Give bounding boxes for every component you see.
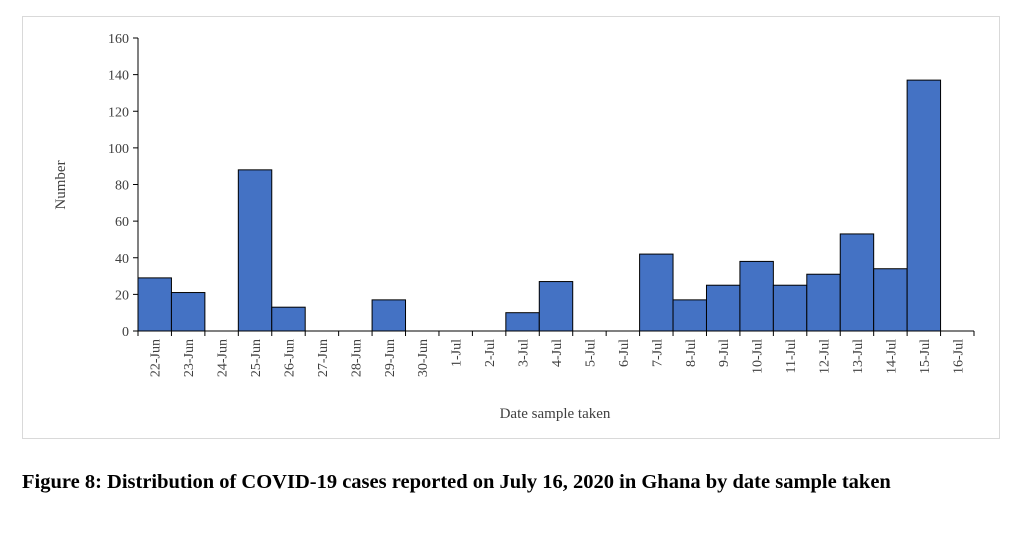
y-tick-label-40: 40 [115, 252, 129, 267]
bar-chart: 0 20 40 60 80 100 120 140 160 22-Jun 23-Jun 24-Jun 2… [53, 32, 975, 422]
y-tick-label-160: 160 [108, 32, 129, 47]
x-tick-label-6-Jul: 6-Jul [617, 339, 632, 367]
x-tick-label-4-Jul: 4-Jul [550, 339, 565, 367]
x-tick-label-29-Jun: 29-Jun [383, 339, 398, 377]
axes-group: 0 20 40 60 80 100 120 140 160 22-Jun 23-Jun 24-Jun 2… [108, 32, 975, 377]
bar-26-Jun [271, 306, 306, 332]
x-tick-label-11-Jul: 11-Jul [784, 339, 799, 374]
bars-group [137, 79, 942, 332]
bar-23-Jun [170, 292, 206, 332]
bar-7-Jul [639, 253, 674, 332]
x-tick-label-25-Jun: 25-Jun [249, 339, 264, 377]
bar-4-Jul [538, 281, 574, 332]
y-tick-label-0: 0 [122, 325, 129, 340]
x-tick-label-22-Jun: 22-Jun [149, 339, 164, 377]
bar-9-Jul [705, 284, 741, 332]
x-tick-label-27-Jun: 27-Jun [316, 339, 331, 377]
y-tick-label-80: 80 [115, 179, 129, 194]
x-tick-label-14-Jul: 14-Jul [884, 339, 899, 374]
x-tick-label-2-Jul: 2-Jul [483, 339, 498, 367]
x-tick-label-30-Jun: 30-Jun [416, 339, 431, 377]
y-tick-label-140: 140 [108, 69, 129, 84]
x-tick-label-12-Jul: 12-Jul [818, 339, 833, 374]
x-tick-label-28-Jun: 28-Jun [349, 339, 364, 377]
x-tick-label-5-Jul: 5-Jul [583, 339, 598, 367]
figure-caption: Figure 8: Distribution of COVID-19 cases… [22, 471, 891, 493]
y-axis-title: Number [53, 160, 69, 209]
x-tick-label-1-Jul: 1-Jul [450, 339, 465, 367]
bar-11-Jul [772, 284, 808, 332]
x-tick-label-3-Jul: 3-Jul [517, 339, 532, 367]
y-tick-label-100: 100 [108, 142, 129, 157]
bar-29-Jun [371, 299, 407, 332]
x-tick-label-23-Jun: 23-Jun [182, 339, 197, 377]
bar-10-Jul [739, 260, 774, 332]
y-tick-label-60: 60 [115, 215, 129, 230]
bar-12-Jul [806, 273, 841, 332]
chart-frame [22, 16, 1000, 439]
bar-22-Jun [137, 277, 172, 332]
bar-8-Jul [672, 299, 707, 332]
x-tick-label-16-Jul: 16-Jul [951, 339, 966, 374]
x-tick-label-26-Jun: 26-Jun [282, 339, 297, 377]
bar-13-Jul [839, 233, 875, 332]
x-axis-title: Date sample taken [500, 406, 611, 422]
y-tick-label-20: 20 [115, 288, 129, 303]
x-tick-label-13-Jul: 13-Jul [851, 339, 866, 374]
x-tick-label-15-Jul: 15-Jul [918, 339, 933, 374]
x-tick-label-24-Jun: 24-Jun [216, 339, 231, 377]
x-tick-label-8-Jul: 8-Jul [684, 339, 699, 367]
bar-14-Jul [873, 268, 908, 332]
x-tick-label-10-Jul: 10-Jul [751, 339, 766, 374]
bar-3-Jul [505, 312, 540, 332]
x-tick-label-9-Jul: 9-Jul [717, 339, 732, 367]
bar-25-Jun [237, 169, 273, 332]
x-tick-label-7-Jul: 7-Jul [650, 339, 665, 367]
y-tick-label-120: 120 [108, 105, 129, 120]
bar-15-Jul [906, 79, 942, 332]
